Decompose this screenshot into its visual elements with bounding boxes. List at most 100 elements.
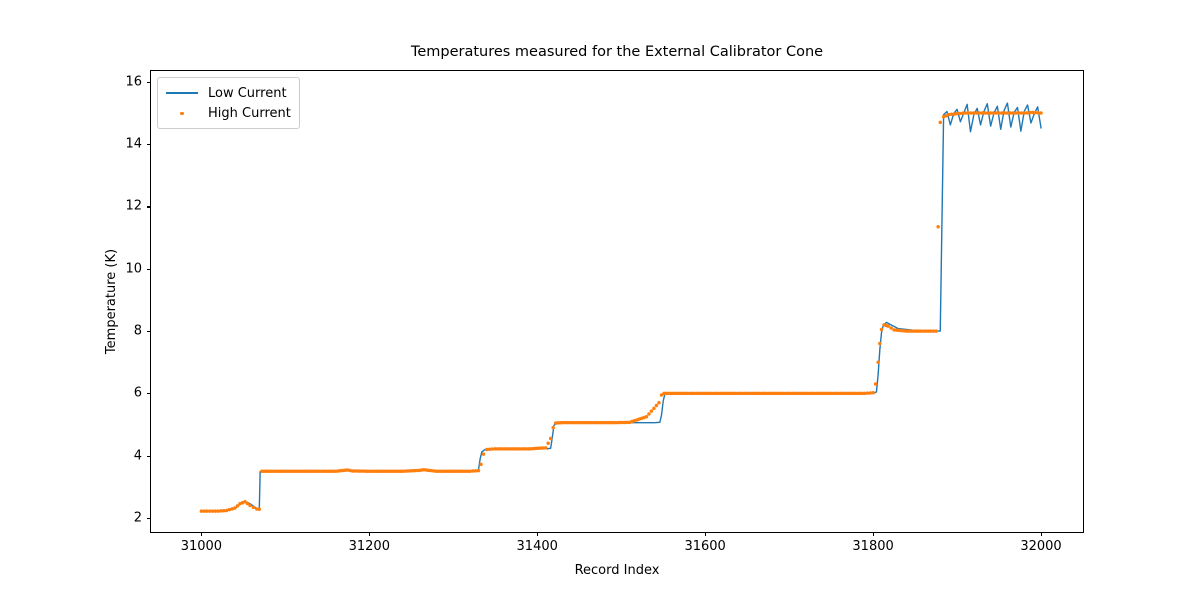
data-point: [936, 224, 940, 229]
data-point: [302, 469, 307, 474]
data-point: [855, 391, 860, 396]
data-point: [458, 469, 463, 474]
data-point: [1000, 111, 1004, 115]
data-point: [988, 111, 993, 115]
data-point: [307, 469, 312, 474]
data-point: [515, 447, 519, 451]
data-point: [757, 391, 761, 396]
data-point: [381, 469, 386, 474]
data-point: [288, 469, 292, 474]
data-point: [1030, 110, 1035, 115]
y-tick-label: 14: [125, 136, 142, 152]
data-point: [926, 329, 931, 333]
legend-entry-low-current[interactable]: Low Current: [164, 83, 291, 103]
data-point: [771, 391, 776, 396]
data-point: [707, 391, 711, 396]
data-point: [868, 391, 873, 395]
legend-label-low-current: Low Current: [208, 85, 287, 101]
data-point: [589, 420, 593, 425]
data-point: [468, 469, 472, 474]
data-point: [972, 111, 976, 115]
data-point: [980, 111, 984, 115]
data-point: [560, 420, 565, 425]
data-point: [577, 420, 581, 425]
data-point: [1025, 111, 1029, 115]
data-point: [747, 391, 752, 396]
data-point: [314, 469, 319, 474]
data-point: [461, 469, 465, 474]
data-point: [692, 391, 697, 396]
data-point: [278, 469, 283, 474]
data-point: [487, 447, 492, 451]
data-point: [983, 111, 987, 115]
data-point: [293, 469, 297, 474]
data-point: [570, 420, 574, 425]
data-point: [750, 391, 754, 396]
data-point: [1019, 111, 1024, 115]
data-point: [608, 420, 613, 425]
data-point: [899, 328, 904, 333]
data-point: [838, 391, 843, 396]
data-point: [728, 391, 733, 396]
data-point: [222, 508, 226, 513]
data-point: [958, 111, 962, 116]
plot-area: [150, 70, 1084, 533]
data-point: [952, 112, 957, 116]
data-point: [766, 391, 771, 396]
data-point: [257, 507, 262, 512]
data-point: [841, 391, 845, 396]
legend-line-icon: [164, 86, 200, 100]
data-point: [733, 391, 737, 396]
data-point: [819, 391, 824, 396]
data-point: [281, 469, 285, 474]
legend-entry-high-current[interactable]: High Current: [164, 103, 291, 123]
data-point: [774, 391, 778, 396]
data-point: [603, 420, 608, 425]
data-point: [914, 329, 919, 333]
data-point: [886, 324, 890, 328]
data-point: [449, 469, 453, 474]
data-point: [479, 462, 483, 467]
data-point: [505, 447, 509, 451]
data-point: [790, 391, 795, 396]
data-point: [810, 391, 814, 396]
data-point: [960, 111, 965, 116]
data-point: [309, 469, 314, 474]
legend-dot-icon: [164, 106, 200, 120]
data-point: [795, 391, 800, 396]
data-point: [991, 111, 996, 115]
data-point: [759, 391, 764, 396]
x-axis-label: Record Index: [574, 563, 660, 578]
data-point: [319, 469, 324, 474]
y-tick-label: 16: [125, 74, 142, 90]
legend-label-high-current: High Current: [208, 105, 291, 121]
data-point: [860, 391, 865, 396]
data-point: [216, 509, 220, 513]
data-point: [912, 329, 916, 333]
data-point: [1014, 111, 1018, 115]
data-point: [575, 420, 579, 425]
data-point: [500, 447, 505, 451]
data-canvas: [199, 102, 1043, 513]
data-point: [919, 329, 923, 333]
data-point: [949, 112, 954, 117]
data-point: [524, 447, 529, 451]
data-point: [565, 420, 569, 425]
y-tick-mark: [146, 517, 150, 520]
data-point: [822, 391, 826, 396]
data-point: [1005, 111, 1010, 115]
data-point: [1016, 111, 1021, 115]
data-point: [929, 329, 933, 333]
data-point: [714, 391, 718, 396]
data-point: [274, 469, 278, 474]
data-point: [834, 391, 838, 396]
x-tick-mark: [873, 532, 875, 536]
data-point: [567, 420, 572, 425]
data-point: [599, 420, 603, 425]
data-point: [248, 503, 252, 508]
data-point: [793, 391, 797, 396]
data-point: [843, 391, 848, 396]
data-point: [396, 469, 400, 474]
data-point: [582, 420, 586, 425]
data-point: [503, 447, 507, 451]
